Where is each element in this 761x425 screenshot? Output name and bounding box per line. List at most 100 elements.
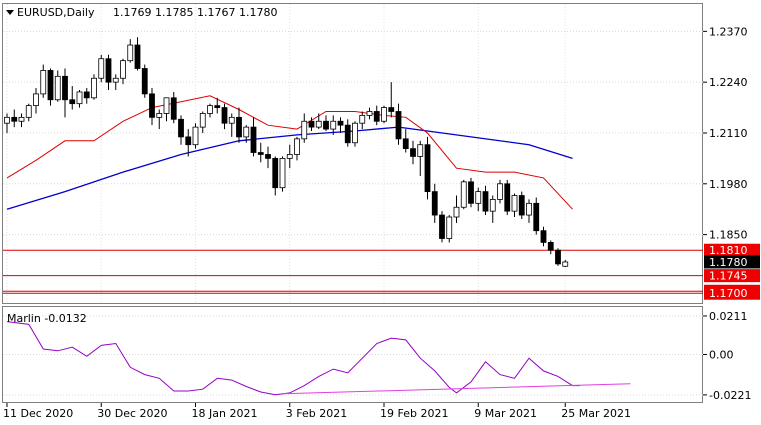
- candle: [91, 74, 97, 100]
- candle: [526, 199, 532, 223]
- candle: [76, 89, 83, 108]
- time-tick-label: 11 Dec 2020: [3, 407, 73, 420]
- candle-body: [424, 144, 431, 193]
- candle-body: [475, 191, 482, 204]
- candle-body: [526, 202, 532, 216]
- time-tick-label: 18 Jan 2021: [192, 407, 258, 420]
- candle-body: [286, 154, 293, 159]
- candle-body: [504, 183, 511, 212]
- candle-body: [489, 199, 496, 212]
- candle: [83, 88, 90, 104]
- candle: [424, 136, 431, 200]
- candle-body: [199, 113, 206, 128]
- candle: [265, 146, 271, 169]
- time-tick-label: 3 Feb 2021: [286, 407, 347, 420]
- candle: [533, 197, 540, 235]
- level-tag-text: 1.1810: [709, 244, 748, 257]
- candles: [4, 37, 569, 268]
- level-tag-bg: [704, 243, 760, 257]
- candle-body: [178, 118, 184, 138]
- candle: [337, 117, 344, 133]
- candle-body: [453, 206, 460, 218]
- indicator-axis: 0.0211 0.00 -0.0221: [703, 310, 751, 402]
- candle-body: [54, 75, 61, 101]
- candle-body: [497, 183, 503, 200]
- candle: [344, 119, 351, 147]
- candle-body: [62, 75, 68, 101]
- candle-body: [315, 120, 322, 128]
- candle: [112, 74, 119, 90]
- candle-body: [76, 91, 83, 105]
- candle: [4, 113, 10, 133]
- candle-body: [395, 111, 402, 140]
- indicator-tick-label: -0.0221: [709, 389, 751, 402]
- candle: [366, 107, 373, 120]
- candle: [417, 140, 424, 176]
- candle: [330, 115, 337, 135]
- candle: [410, 140, 416, 165]
- candle: [388, 82, 395, 118]
- candle-body: [40, 70, 47, 95]
- indicator-label: Marlin -0.0132: [7, 312, 87, 325]
- candle-body: [185, 136, 192, 146]
- candle: [511, 193, 518, 218]
- candle: [402, 129, 409, 153]
- candle: [127, 39, 134, 63]
- candle-body: [156, 113, 163, 118]
- candle-body: [192, 126, 199, 146]
- candle-body: [547, 242, 554, 251]
- candle-body: [120, 60, 126, 79]
- candle-body: [170, 97, 177, 120]
- candle-body: [243, 126, 250, 138]
- candle: [308, 117, 315, 132]
- candle: [286, 144, 293, 169]
- candle-body: [330, 120, 337, 130]
- candle: [69, 86, 76, 110]
- price-tick-label: 1.1850: [709, 229, 748, 242]
- candle-body: [134, 44, 141, 69]
- candle-body: [417, 144, 424, 157]
- candle-body: [11, 116, 18, 122]
- price-axis: 1.2370 1.2240 1.2110 1.1980 1.1850: [703, 25, 748, 242]
- ma-red-line: [6, 95, 573, 210]
- candle-body: [366, 111, 373, 116]
- candle-body: [388, 107, 395, 112]
- candle-body: [431, 191, 438, 216]
- candle-body: [402, 138, 409, 150]
- indicator-tick-label: 0.0211: [709, 310, 748, 323]
- candle-body: [91, 77, 97, 99]
- candle: [497, 179, 503, 204]
- candle-body: [272, 157, 279, 189]
- candle: [431, 183, 438, 223]
- candle-body: [98, 58, 105, 79]
- candle: [381, 105, 387, 124]
- collapse-triangle-icon[interactable]: [6, 10, 14, 15]
- candle: [359, 111, 366, 130]
- candle: [489, 195, 496, 223]
- candle-body: [47, 70, 54, 101]
- candle: [185, 129, 192, 157]
- candle-body: [511, 195, 518, 212]
- candle-body: [33, 93, 39, 107]
- time-tick-label: 30 Dec 2020: [97, 407, 167, 420]
- time-tick-label: 19 Feb 2021: [380, 407, 448, 420]
- candle: [547, 240, 554, 255]
- level-tag-text: 1.1745: [709, 270, 748, 283]
- time-axis: 11 Dec 2020 30 Dec 2020 18 Jan 2021 3 Feb 2…: [3, 403, 631, 420]
- candle-body: [105, 58, 112, 83]
- time-tick-label: 25 Mar 2021: [561, 407, 631, 420]
- candle-body: [265, 154, 271, 159]
- candle: [40, 64, 47, 98]
- candle: [98, 54, 105, 83]
- candle: [163, 97, 170, 122]
- candle: [540, 226, 547, 247]
- candle: [460, 179, 467, 210]
- candle: [141, 64, 148, 98]
- candle-body: [18, 116, 25, 122]
- candle: [257, 142, 264, 163]
- candle: [482, 185, 489, 216]
- candle-body: [359, 114, 366, 124]
- indicator-tick-label: 0.00: [709, 349, 734, 362]
- candle-body: [214, 105, 221, 108]
